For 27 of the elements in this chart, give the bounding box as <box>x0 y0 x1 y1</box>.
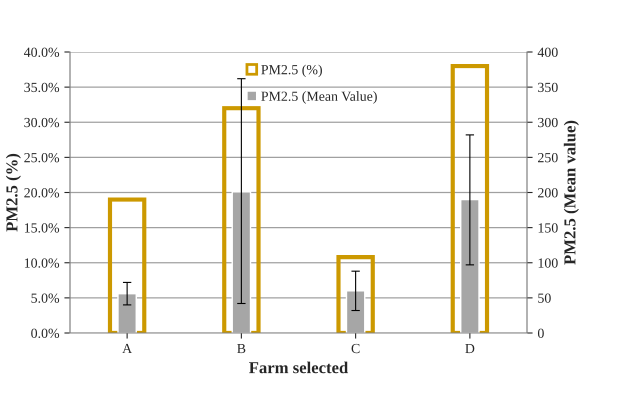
y2-tick-label: 350 <box>538 82 558 92</box>
y-tick-label: 5.0% <box>31 293 60 303</box>
y-tick-label: 0.0% <box>31 328 60 338</box>
y-tick-label: 30.0% <box>24 118 60 128</box>
y2-tick-label: 50 <box>538 293 551 303</box>
y2-tick-label: 400 <box>538 48 558 57</box>
y-tick-label: 20.0% <box>24 188 60 198</box>
x-tick-label: D <box>465 344 474 354</box>
y2-tick-label: 200 <box>538 188 558 198</box>
x-tick-label: C <box>352 344 360 354</box>
y-tick-label: 40.0% <box>24 48 60 58</box>
y2-tick-label: 250 <box>538 152 558 162</box>
y2-tick-label: 0 <box>538 328 544 338</box>
x-axis-title: Farm selected <box>249 362 348 374</box>
y-tick-label: 15.0% <box>24 223 60 233</box>
legend-label: PM2.5 (%) <box>261 64 322 78</box>
y2-tick-label: 300 <box>538 118 558 128</box>
y2-tick-label: 100 <box>538 258 558 268</box>
y-axis-title: PM2.5 (%) <box>6 154 21 232</box>
y-tick-label: 35.0% <box>24 82 60 92</box>
x-tick-label: A <box>122 344 132 354</box>
y2-axis-title: PM2.5 (Mean value) <box>564 120 579 265</box>
x-tick-label: B <box>237 344 246 354</box>
legend-label: PM2.5 (Mean Value) <box>261 91 377 104</box>
y-tick-label: 10.0% <box>24 258 60 268</box>
y2-tick-label: 150 <box>538 223 558 233</box>
y-tick-label: 25.0% <box>24 152 60 162</box>
